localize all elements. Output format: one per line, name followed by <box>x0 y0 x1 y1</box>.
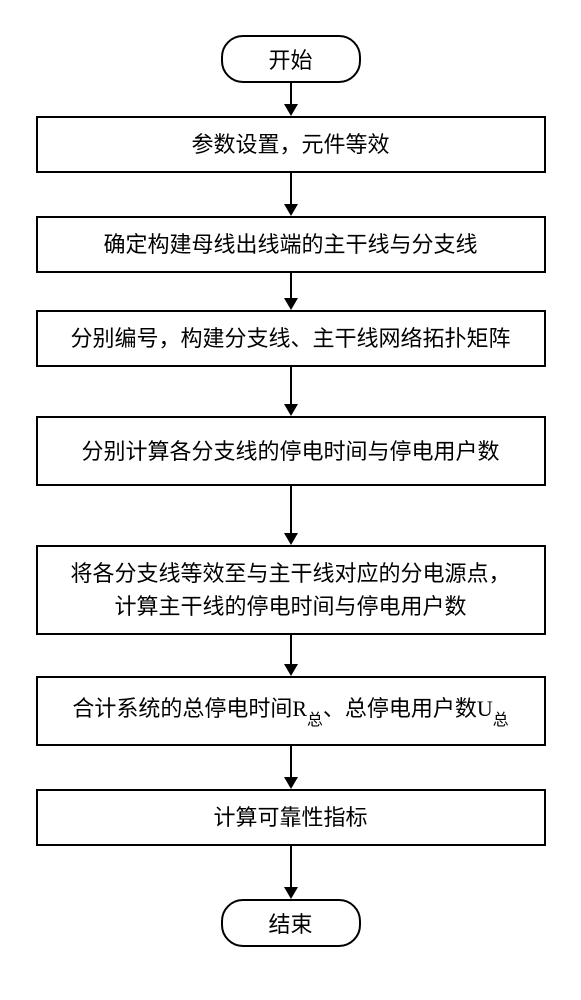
arrow-7 <box>284 846 298 899</box>
arrow-head-icon <box>284 533 298 545</box>
arrow-head-icon <box>284 887 298 899</box>
process-step2: 确定构建母线出线端的主干线与分支线 <box>36 216 546 273</box>
step5-line1: 将各分支线等效至与主干线对应的分电源点， <box>70 561 510 586</box>
arrow-0 <box>284 83 298 116</box>
step4-label: 分别计算各分支线的停电时间与停电用户数 <box>81 435 499 468</box>
step1-label: 参数设置，元件等效 <box>191 128 389 161</box>
arrow-head-icon <box>284 404 298 416</box>
process-step6: 合计系统的总停电时间R总、总停电用户数U总 <box>36 676 546 746</box>
arrow-2 <box>284 273 298 310</box>
arrow-head-icon <box>284 777 298 789</box>
start-label: 开始 <box>268 48 312 73</box>
end-label: 结束 <box>268 912 312 937</box>
arrow-1 <box>284 173 298 216</box>
arrow-line <box>290 635 292 665</box>
end-terminator: 结束 <box>221 899 361 947</box>
step6-sub2: 总 <box>493 712 509 729</box>
step5-text: 将各分支线等效至与主干线对应的分电源点， 计算主干线的停电时间与停电用户数 <box>70 557 510 623</box>
step6-prefix: 合计系统的总停电时间R <box>72 696 307 721</box>
arrow-line <box>290 273 292 299</box>
arrow-6 <box>284 746 298 789</box>
arrow-5 <box>284 635 298 676</box>
flowchart-container: 开始 参数设置，元件等效 确定构建母线出线端的主干线与分支线 分别编号，构建分支… <box>0 0 581 947</box>
step5-line2: 计算主干线的停电时间与停电用户数 <box>114 594 466 619</box>
step2-label: 确定构建母线出线端的主干线与分支线 <box>103 228 477 261</box>
step6-sub1: 总 <box>307 712 323 729</box>
process-step5: 将各分支线等效至与主干线对应的分电源点， 计算主干线的停电时间与停电用户数 <box>36 545 546 635</box>
step6-text: 合计系统的总停电时间R总、总停电用户数U总 <box>72 692 508 729</box>
step6-mid: 、总停电用户数U <box>323 696 493 721</box>
arrow-head-icon <box>284 664 298 676</box>
arrow-3 <box>284 367 298 416</box>
process-step7: 计算可靠性指标 <box>36 789 546 846</box>
step7-label: 计算可靠性指标 <box>213 801 367 834</box>
arrow-head-icon <box>284 104 298 116</box>
process-step3: 分别编号，构建分支线、主干线网络拓扑矩阵 <box>36 310 546 367</box>
arrow-line <box>290 486 292 534</box>
process-step4: 分别计算各分支线的停电时间与停电用户数 <box>36 416 546 486</box>
process-step1: 参数设置，元件等效 <box>36 116 546 173</box>
step3-label: 分别编号，构建分支线、主干线网络拓扑矩阵 <box>70 322 510 355</box>
arrow-head-icon <box>284 298 298 310</box>
arrow-line <box>290 846 292 888</box>
start-terminator: 开始 <box>221 35 361 83</box>
arrow-4 <box>284 486 298 545</box>
arrow-line <box>290 746 292 778</box>
arrow-line <box>290 367 292 405</box>
arrow-line <box>290 83 292 105</box>
arrow-head-icon <box>284 204 298 216</box>
arrow-line <box>290 173 292 205</box>
